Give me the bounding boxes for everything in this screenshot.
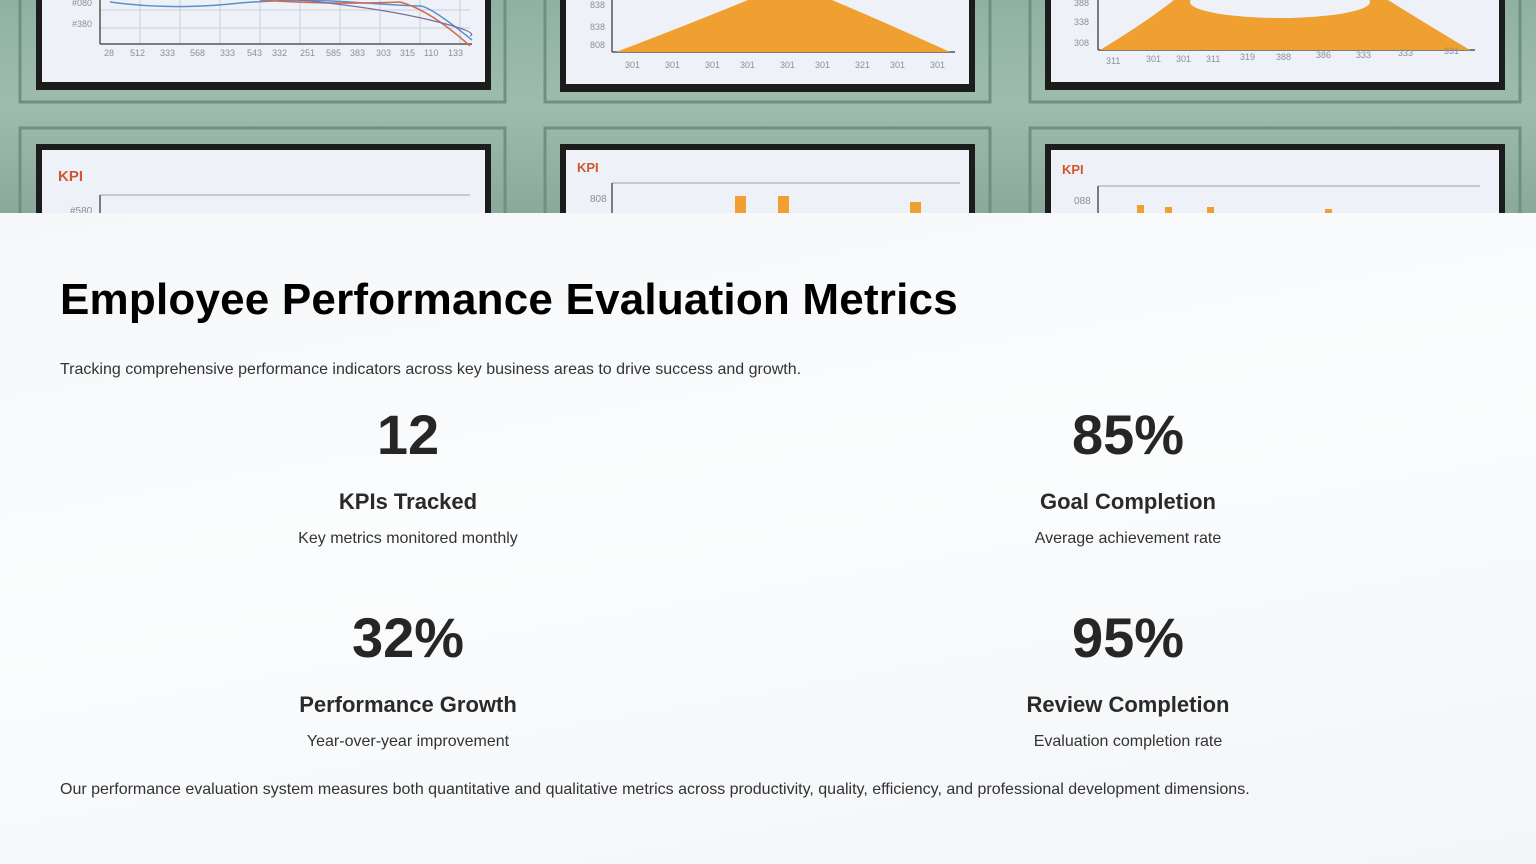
svg-text:110: 110 [424,48,438,58]
svg-text:088: 088 [1074,196,1091,207]
page-subtitle: Tracking comprehensive performance indic… [60,361,802,378]
svg-text:133: 133 [448,48,463,58]
metric-description: Evaluation completion rate [1033,733,1223,750]
svg-text:301: 301 [665,60,680,70]
metric-label: Goal Completion [1040,489,1216,514]
svg-text:308: 308 [1074,38,1089,48]
footer-note: Our performance evaluation system measur… [60,781,1250,798]
svg-text:319: 319 [1240,52,1255,62]
metric-value: 12 [376,403,440,466]
svg-text:338: 338 [1074,17,1089,27]
svg-text:#380: #380 [72,19,92,29]
svg-text:512: 512 [130,48,145,58]
svg-text:838: 838 [590,0,605,10]
svg-text:#580: #580 [70,206,93,213]
svg-text:543: 543 [247,48,262,58]
metric-description: Average achievement rate [1034,530,1222,547]
metric-label: Review Completion [1026,692,1230,717]
metric-goal-completion: 85% Goal Completion Average achievement … [878,403,1378,549]
metric-kpis-tracked: 12 KPIs Tracked Key metrics monitored mo… [158,403,658,549]
svg-text:808: 808 [590,40,605,50]
metric-description: Year-over-year improvement [306,733,510,750]
svg-text:332: 332 [272,48,287,58]
metric-performance-growth: 32% Performance Growth Year-over-year im… [158,606,658,752]
metric-label: Performance Growth [299,692,517,717]
monitor-wall-illustration: #080 #380 28 512 333 568 333 543 332 251 585 38… [18,0,1522,213]
slide-content: Employee Performance Evaluation Metrics … [0,213,1536,864]
svg-text:333: 333 [220,48,235,58]
svg-text:301: 301 [1146,54,1161,64]
svg-text:301: 301 [930,60,945,70]
svg-text:311: 311 [1206,54,1220,64]
svg-text:251: 251 [300,48,315,58]
svg-text:301: 301 [1176,54,1191,64]
svg-text:321: 321 [855,60,870,70]
svg-text:331: 331 [1444,46,1459,56]
svg-text:#080: #080 [72,0,92,8]
metric-description: Key metrics monitored monthly [298,530,518,547]
svg-text:388: 388 [1074,0,1089,8]
svg-text:585: 585 [326,48,341,58]
metric-review-completion: 95% Review Completion Evaluation complet… [878,606,1378,752]
kpi-label-2: KPI [577,160,599,175]
svg-text:386: 386 [1316,50,1331,60]
svg-text:333: 333 [1398,48,1413,58]
svg-text:301: 301 [625,60,640,70]
kpi-label-3: KPI [1062,162,1084,177]
hero-image: #080 #380 28 512 333 568 333 543 332 251 585 38… [0,0,1536,213]
svg-text:301: 301 [740,60,755,70]
metric-label: KPIs Tracked [338,489,478,514]
svg-text:808: 808 [590,194,607,205]
svg-text:333: 333 [1356,50,1371,60]
svg-text:568: 568 [190,48,205,58]
kpi-label-1: KPI [58,168,83,185]
page-title: Employee Performance Evaluation Metrics [60,275,958,324]
metric-value: 32% [351,606,465,669]
svg-text:333: 333 [160,48,175,58]
metric-value: 85% [1071,403,1185,466]
svg-text:301: 301 [705,60,720,70]
svg-text:301: 301 [815,60,830,70]
svg-text:301: 301 [780,60,795,70]
metric-value: 95% [1071,606,1185,669]
svg-text:388: 388 [1276,52,1291,62]
svg-text:28: 28 [104,48,114,58]
svg-text:303: 303 [376,48,391,58]
svg-text:383: 383 [350,48,365,58]
svg-text:315: 315 [400,48,415,58]
svg-text:311: 311 [1106,56,1120,66]
svg-text:838: 838 [590,22,605,32]
svg-text:301: 301 [890,60,905,70]
